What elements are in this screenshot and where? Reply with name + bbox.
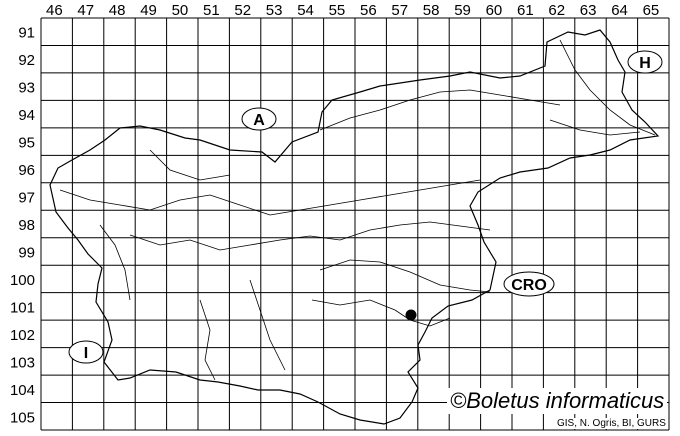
column-labels: 46 47 48 49 50 51 52 53 54 55 56 57 58 59 60 61 62 63 64 65 [46,2,659,19]
row-label: 92 [18,52,35,69]
row-labels: 91 92 93 94 95 96 97 98 99 100 101 102 103 104 105 [10,25,35,427]
row-label: 104 [10,382,35,399]
column-label: 50 [172,2,189,19]
column-label: 53 [266,2,283,19]
row-label: 95 [18,135,35,152]
row-label: 98 [18,217,35,234]
column-label: 60 [486,2,503,19]
row-label: 91 [18,25,35,42]
row-label: 101 [10,299,35,316]
svg-text:CRO: CRO [511,277,547,294]
column-label: 61 [517,2,534,19]
column-label: 54 [297,2,314,19]
row-label: 100 [10,272,35,289]
country-label-croatia: CRO [503,271,555,297]
row-label: 103 [10,354,35,371]
row-label: 102 [10,327,35,344]
column-label: 56 [360,2,377,19]
svg-text:H: H [639,55,651,72]
column-label: 49 [140,2,157,19]
column-label: 51 [203,2,220,19]
svg-text:I: I [84,345,88,362]
column-label: 58 [423,2,440,19]
country-label-italy: I [68,340,104,364]
column-label: 47 [77,2,94,19]
country-border [49,29,660,425]
column-label: 63 [580,2,597,19]
country-label-austria: A [241,107,277,131]
column-label: 48 [109,2,126,19]
row-label: 105 [10,409,35,426]
rivers [59,39,656,381]
row-label: 99 [18,244,35,261]
column-label: 62 [548,2,565,19]
row-label: 96 [18,162,35,179]
row-label: 94 [18,107,35,124]
column-label: 55 [329,2,346,19]
svg-text:A: A [253,112,265,129]
column-label: 59 [454,2,471,19]
column-label: 52 [234,2,251,19]
column-label: 57 [391,2,408,19]
row-label: 97 [18,190,35,207]
column-label: 64 [611,2,628,19]
grid-lines [40,17,670,431]
column-label: 46 [46,2,63,19]
record-marker-dot [405,309,417,321]
copyright-credit: ©Boletus informaticus [447,388,668,414]
row-label: 93 [18,80,35,97]
column-label: 65 [643,2,660,19]
data-source: GIS, N. Ogris, BI, GURS [555,418,668,429]
country-label-hungary: H [627,50,663,74]
